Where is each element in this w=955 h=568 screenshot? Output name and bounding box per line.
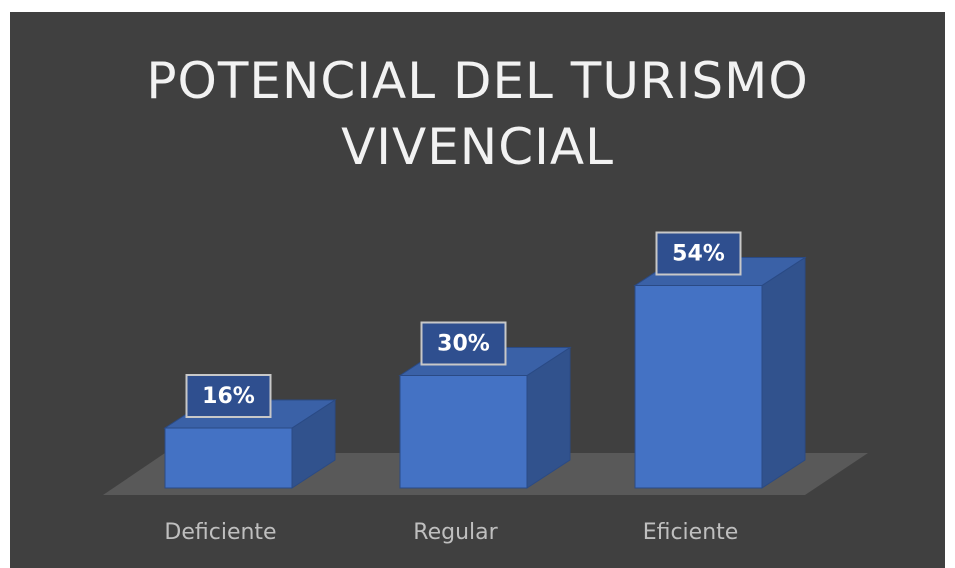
bar	[164, 427, 293, 489]
data-label: 30%	[437, 332, 490, 357]
x-tick-label: Eficiente	[643, 520, 739, 545]
x-tick-label: Deficiente	[164, 520, 276, 545]
data-label-box	[420, 321, 507, 366]
data-label: 54%	[672, 242, 725, 267]
x-tick-label: Regular	[413, 520, 498, 545]
data-label: 16%	[202, 384, 255, 409]
data-label-box	[655, 231, 742, 276]
bar	[634, 285, 763, 489]
bar	[399, 375, 528, 489]
bar-side	[761, 256, 806, 489]
data-label-box	[185, 374, 272, 418]
chart-title: POTENCIAL DEL TURISMO VIVENCIAL	[146, 52, 809, 176]
